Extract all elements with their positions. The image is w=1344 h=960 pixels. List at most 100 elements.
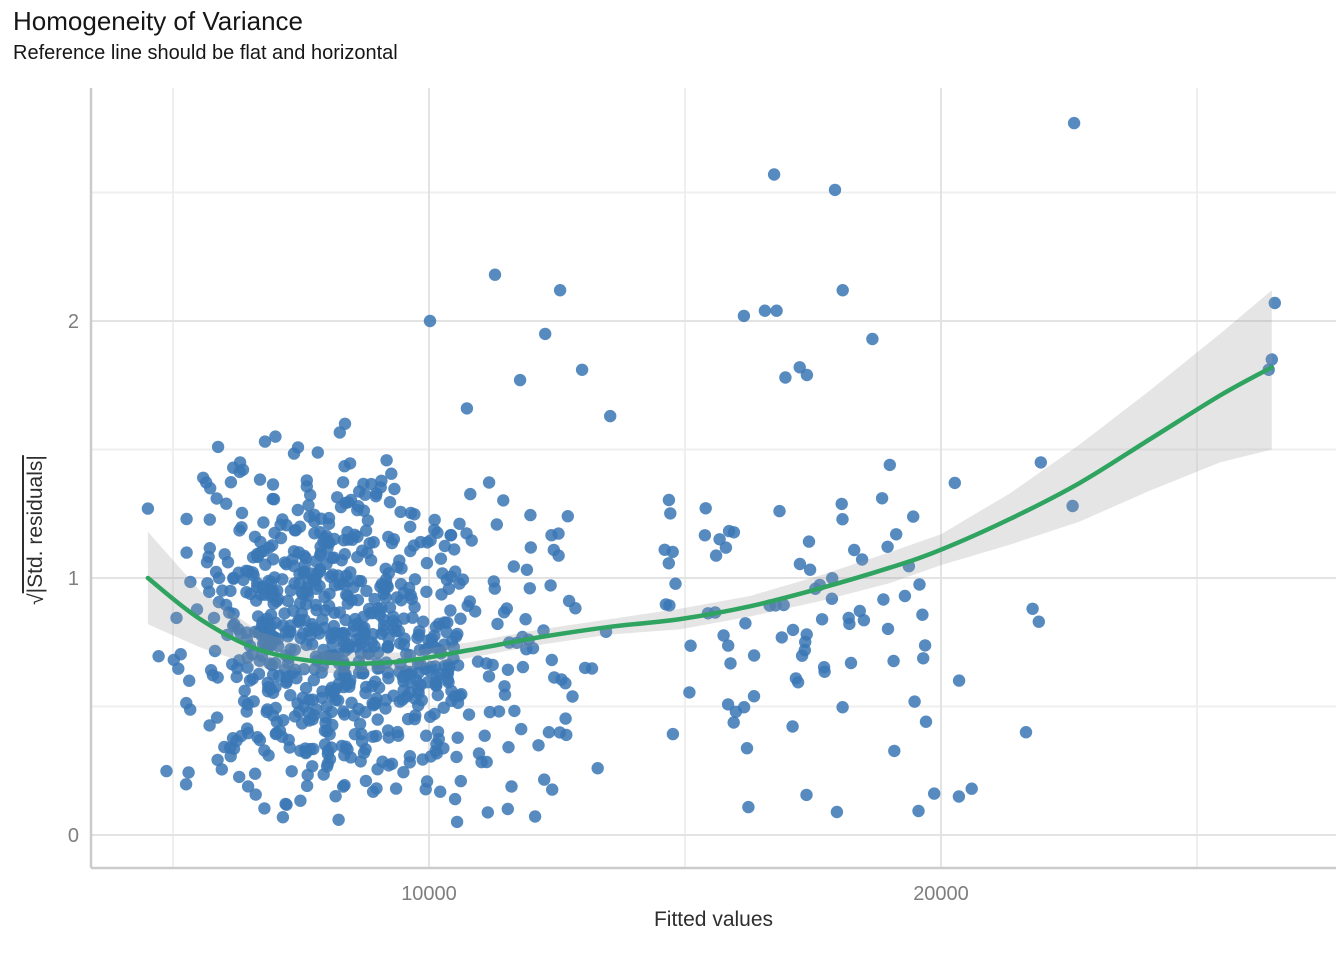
scatter-point bbox=[836, 513, 849, 526]
scatter-point bbox=[662, 557, 675, 570]
scatter-point bbox=[266, 629, 279, 642]
scatter-point bbox=[1032, 615, 1046, 628]
scatter-point bbox=[789, 672, 803, 685]
scatter-point bbox=[1019, 726, 1033, 739]
scatter-point bbox=[883, 458, 896, 472]
scatter-point bbox=[545, 653, 558, 667]
scatter-point bbox=[434, 785, 447, 798]
scatter-point bbox=[490, 518, 503, 531]
scatter-point bbox=[321, 747, 335, 761]
scatter-point bbox=[233, 465, 246, 479]
scatter-point bbox=[226, 658, 239, 671]
scatter-point bbox=[354, 637, 368, 651]
scatter-point bbox=[454, 612, 467, 625]
scatter-point bbox=[500, 602, 513, 615]
scatter-point bbox=[380, 454, 393, 467]
scatter-point bbox=[566, 690, 579, 703]
scatter-point bbox=[274, 531, 288, 545]
scatter-point bbox=[152, 650, 165, 663]
scatter-point bbox=[241, 722, 254, 735]
scatter-point bbox=[141, 502, 155, 515]
y-axis-title: √|Std. residuals| bbox=[24, 380, 48, 680]
scatter-point bbox=[241, 661, 254, 674]
scatter-point bbox=[713, 533, 726, 546]
scatter-point bbox=[212, 595, 226, 609]
scatter-point bbox=[773, 504, 786, 518]
scatter-point bbox=[208, 644, 222, 658]
scatter-point bbox=[507, 560, 520, 573]
scatter-point bbox=[370, 487, 383, 500]
scatter-point bbox=[285, 765, 298, 778]
scatter-point bbox=[203, 513, 216, 526]
scatter-point bbox=[408, 573, 422, 586]
scatter-point bbox=[659, 598, 673, 611]
scatter-point bbox=[366, 730, 379, 743]
scatter-point bbox=[441, 616, 454, 629]
scatter-point bbox=[368, 592, 381, 606]
scatter-point bbox=[309, 574, 322, 587]
scatter-point bbox=[387, 533, 401, 546]
scatter-point bbox=[818, 665, 831, 678]
scatter-point bbox=[758, 304, 772, 317]
scatter-point bbox=[722, 639, 735, 652]
scatter-point bbox=[498, 680, 511, 693]
scatter-point bbox=[591, 762, 604, 775]
scatter-point bbox=[389, 782, 403, 795]
scatter-point bbox=[952, 674, 966, 687]
scatter-point bbox=[445, 684, 458, 698]
scatter-point bbox=[359, 524, 373, 537]
scatter-point bbox=[261, 685, 275, 698]
sqrt-symbol: √ bbox=[25, 593, 48, 605]
scatter-point bbox=[513, 373, 527, 387]
scatter-point bbox=[276, 811, 290, 824]
scatter-point bbox=[492, 705, 506, 718]
scatter-point bbox=[786, 623, 800, 637]
scatter-point bbox=[436, 567, 449, 580]
scatter-point bbox=[450, 750, 463, 764]
scatter-point bbox=[429, 679, 443, 692]
scatter-point bbox=[259, 558, 272, 571]
scatter-point bbox=[523, 582, 536, 595]
scatter-point bbox=[482, 670, 496, 683]
scatter-point bbox=[359, 706, 372, 719]
scatter-point bbox=[379, 693, 393, 707]
scatter-point bbox=[684, 639, 697, 652]
scatter-point bbox=[722, 524, 736, 538]
scatter-point bbox=[332, 694, 345, 707]
scatter-point bbox=[826, 572, 839, 585]
scatter-point bbox=[227, 607, 240, 620]
scatter-point bbox=[464, 487, 477, 501]
scatter-point bbox=[666, 727, 680, 741]
scatter-point bbox=[203, 719, 216, 732]
scatter-point bbox=[460, 402, 474, 415]
scatter-point bbox=[721, 698, 735, 711]
scatter-point bbox=[877, 593, 890, 606]
chart-title: Homogeneity of Variance bbox=[13, 6, 304, 36]
scatter-point bbox=[320, 724, 334, 738]
scatter-point bbox=[393, 695, 406, 708]
scatter-point bbox=[888, 744, 901, 758]
scatter-point bbox=[204, 482, 217, 495]
scatter-point bbox=[256, 615, 269, 629]
scatter-point bbox=[428, 513, 441, 527]
scatter-point bbox=[538, 773, 551, 786]
scatter-point bbox=[371, 763, 384, 776]
scatter-point bbox=[290, 672, 303, 685]
scatter-point bbox=[669, 577, 682, 590]
scatter-point bbox=[420, 556, 434, 570]
scatter-point bbox=[302, 499, 315, 512]
scatter-point bbox=[180, 512, 193, 526]
scatter-point bbox=[216, 584, 229, 597]
scatter-point bbox=[246, 648, 259, 661]
scatter-point bbox=[881, 540, 894, 553]
scatter-point bbox=[352, 574, 365, 588]
scatter-point bbox=[437, 638, 451, 651]
scatter-point bbox=[578, 661, 592, 675]
scatter-point bbox=[385, 467, 398, 480]
scatter-point bbox=[562, 594, 576, 608]
scatter-point bbox=[866, 332, 879, 346]
scatter-point bbox=[793, 557, 807, 571]
scatter-point bbox=[321, 757, 334, 770]
chart-subtitle: Reference line should be flat and horizo… bbox=[13, 42, 398, 64]
scatter-point bbox=[309, 598, 322, 612]
